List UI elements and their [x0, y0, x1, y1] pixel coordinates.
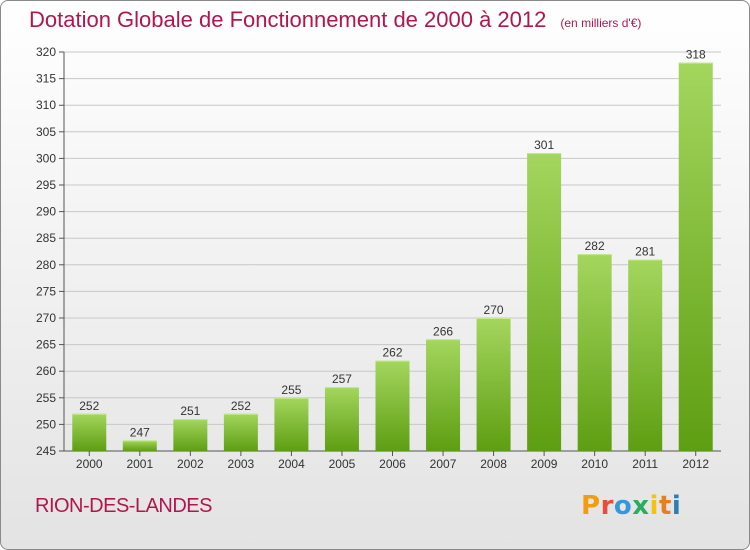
y-tick-label: 295 — [36, 178, 56, 192]
x-tick-label: 2008 — [480, 457, 507, 471]
y-tick-label: 245 — [36, 444, 56, 458]
y-tick-label: 275 — [36, 284, 56, 298]
x-tick-label: 2004 — [278, 457, 305, 471]
x-tick-label: 2011 — [632, 457, 658, 471]
data-label: 247 — [130, 425, 150, 439]
x-tick-label: 2001 — [126, 457, 153, 471]
y-tick-label: 310 — [36, 98, 56, 112]
data-label: 301 — [534, 138, 554, 152]
bar — [628, 259, 663, 451]
bar — [527, 153, 562, 451]
x-tick-label: 2002 — [177, 457, 204, 471]
x-tick-label: 2010 — [581, 457, 608, 471]
x-tick-label: 2003 — [228, 457, 255, 471]
y-tick-label: 305 — [36, 125, 56, 139]
data-label: 252 — [231, 399, 251, 413]
logo-letter: P — [581, 491, 601, 521]
y-tick-label: 250 — [36, 417, 56, 431]
bar — [577, 254, 612, 451]
bar — [426, 339, 461, 451]
data-label: 257 — [332, 372, 352, 386]
y-tick-label: 315 — [36, 72, 56, 86]
y-tick-label: 280 — [36, 258, 56, 272]
y-tick-label: 290 — [36, 205, 56, 219]
y-tick-label: 285 — [36, 231, 56, 245]
bar — [72, 413, 107, 451]
x-tick-label: 2009 — [531, 457, 558, 471]
data-label: 262 — [382, 346, 402, 360]
x-tick-label: 2007 — [430, 457, 457, 471]
logo-letter: i — [649, 491, 659, 521]
data-label: 266 — [433, 324, 453, 338]
bar — [476, 318, 511, 451]
x-tick-label: 2012 — [682, 457, 709, 471]
logo-letter: x — [632, 491, 650, 521]
y-tick-label: 320 — [36, 45, 56, 59]
data-label: 270 — [484, 303, 504, 317]
chart-unit: (en milliers d'€) — [560, 16, 642, 30]
y-tick-label: 270 — [36, 311, 56, 325]
proxiti-logo: Proxiti — [581, 491, 681, 521]
logo-letter: o — [613, 491, 633, 521]
logo-letter: r — [600, 491, 614, 521]
bar — [678, 62, 713, 451]
commune-name: RION-DES-LANDES — [35, 495, 212, 517]
data-label: 255 — [281, 383, 301, 397]
chart-title: Dotation Globale de Fonctionnement de 20… — [29, 7, 641, 33]
data-label: 282 — [585, 239, 605, 253]
bar — [375, 360, 410, 451]
bar — [122, 440, 157, 451]
x-tick-label: 2005 — [329, 457, 356, 471]
logo-letter: t — [658, 491, 672, 521]
x-tick-label: 2006 — [379, 457, 406, 471]
data-label: 251 — [180, 404, 200, 418]
bar — [324, 387, 359, 451]
y-tick-label: 265 — [36, 338, 56, 352]
data-label: 318 — [686, 48, 706, 62]
chart-title-text: Dotation Globale de Fonctionnement de 20… — [29, 7, 547, 32]
data-label: 252 — [79, 399, 99, 413]
bar — [274, 397, 309, 451]
y-tick-label: 300 — [36, 151, 56, 165]
bar — [223, 413, 258, 451]
y-tick-label: 260 — [36, 364, 56, 378]
data-label: 281 — [635, 244, 655, 258]
y-tick-label: 255 — [36, 391, 56, 405]
x-tick-label: 2000 — [76, 457, 103, 471]
logo-letter: i — [671, 491, 682, 521]
bar — [173, 419, 208, 451]
